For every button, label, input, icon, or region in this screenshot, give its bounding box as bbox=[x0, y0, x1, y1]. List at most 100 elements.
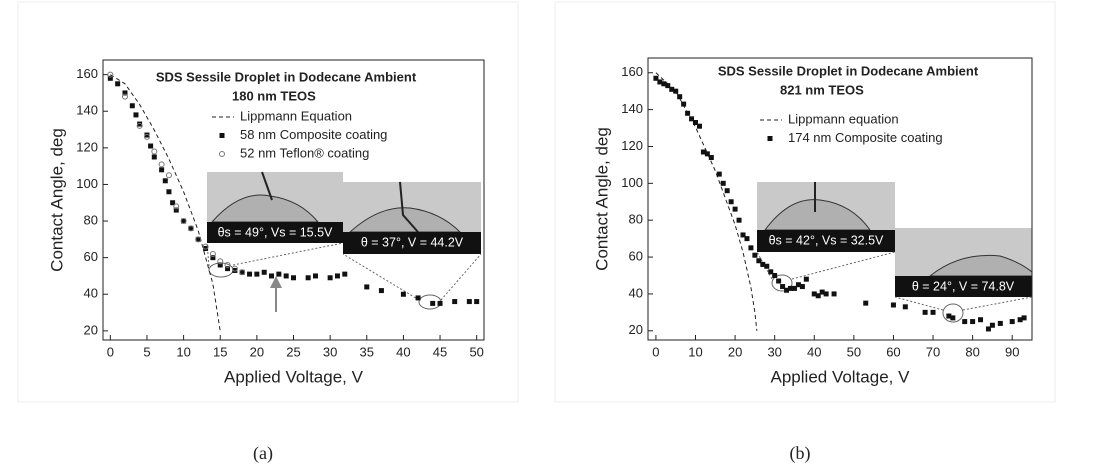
data-point bbox=[133, 112, 139, 118]
data-point bbox=[148, 143, 154, 149]
data-point bbox=[768, 269, 774, 275]
data-point bbox=[143, 133, 150, 140]
data-point bbox=[209, 250, 216, 257]
data-point bbox=[689, 116, 695, 122]
data-point bbox=[334, 273, 340, 279]
data-point bbox=[159, 167, 165, 173]
data-point bbox=[305, 275, 311, 281]
data-point bbox=[173, 203, 180, 210]
data-point bbox=[950, 315, 956, 321]
x-tick-label: 25 bbox=[286, 344, 300, 359]
legend-label: 58 nm Composite coating bbox=[240, 127, 387, 142]
data-point bbox=[823, 291, 829, 297]
data-point bbox=[247, 271, 253, 277]
data-point bbox=[922, 309, 928, 315]
data-point bbox=[430, 300, 436, 306]
data-point bbox=[708, 155, 714, 161]
caption: (a) bbox=[253, 443, 273, 464]
chart-subtitle: 180 nm TEOS bbox=[232, 88, 316, 103]
data-point bbox=[985, 326, 991, 332]
data-point bbox=[151, 148, 158, 155]
y-tick-label: 120 bbox=[621, 138, 643, 153]
legend-label: Lippmann equation bbox=[788, 111, 899, 126]
data-point bbox=[181, 218, 187, 224]
data-point bbox=[791, 285, 797, 291]
data-point bbox=[187, 225, 194, 232]
y-tick-label: 80 bbox=[84, 212, 98, 227]
data-point bbox=[724, 188, 730, 194]
data-point bbox=[978, 317, 984, 323]
data-point bbox=[700, 149, 706, 155]
data-point bbox=[327, 275, 333, 281]
data-point bbox=[129, 103, 135, 109]
data-point bbox=[665, 83, 671, 89]
y-tick-label: 40 bbox=[84, 286, 98, 301]
data-point bbox=[677, 94, 683, 100]
data-point bbox=[788, 285, 794, 291]
x-axis-label: Applied Voltage, V bbox=[771, 367, 911, 386]
data-point bbox=[121, 93, 128, 100]
lippmann-curve bbox=[655, 72, 758, 331]
lippmann-curve bbox=[110, 74, 221, 332]
pointer-arrow bbox=[270, 276, 282, 312]
data-point bbox=[195, 236, 201, 242]
data-point bbox=[437, 300, 443, 306]
x-tick-label: 40 bbox=[396, 344, 410, 359]
y-tick-label: 160 bbox=[621, 64, 643, 79]
data-point bbox=[115, 81, 121, 87]
data-point bbox=[400, 291, 406, 297]
x-tick-label: 60 bbox=[886, 344, 900, 359]
chart-title: SDS Sessile Droplet in Dodecane Ambient bbox=[156, 69, 417, 84]
x-tick-label: 90 bbox=[1005, 344, 1019, 359]
data-point bbox=[1017, 317, 1023, 323]
data-point bbox=[276, 271, 282, 277]
x-tick-label: 80 bbox=[965, 344, 979, 359]
chart-title: SDS Sessile Droplet in Dodecane Ambient bbox=[718, 63, 979, 78]
data-point bbox=[831, 291, 837, 297]
data-point bbox=[902, 304, 908, 310]
data-point bbox=[225, 266, 231, 272]
y-axis-label: Contact Angle, deg bbox=[47, 128, 66, 272]
data-point bbox=[970, 319, 976, 325]
data-point bbox=[162, 178, 168, 184]
legend-swatch bbox=[767, 136, 773, 141]
data-point bbox=[685, 110, 691, 116]
y-tick-label: 60 bbox=[84, 249, 98, 264]
x-tick-label: 30 bbox=[323, 344, 337, 359]
data-point bbox=[760, 261, 766, 267]
x-tick-label: 35 bbox=[360, 344, 374, 359]
legend-label: Lippmann Equation bbox=[240, 108, 352, 123]
data-point bbox=[261, 269, 267, 275]
chart-subtitle: 821 nm TEOS bbox=[780, 82, 864, 97]
data-point bbox=[784, 287, 790, 293]
legend-label: 52 nm Teflon® coating bbox=[240, 145, 369, 160]
data-point bbox=[195, 236, 202, 243]
data-point bbox=[217, 258, 224, 265]
x-tick-label: 70 bbox=[926, 344, 940, 359]
legend-swatch bbox=[219, 151, 225, 157]
y-tick-label: 20 bbox=[84, 322, 98, 337]
y-tick-label: 140 bbox=[621, 101, 643, 116]
data-point bbox=[180, 218, 187, 225]
x-tick-label: 20 bbox=[728, 344, 742, 359]
data-point bbox=[378, 288, 384, 294]
data-point bbox=[780, 284, 786, 290]
data-point bbox=[239, 269, 246, 276]
data-point bbox=[224, 261, 231, 268]
data-point bbox=[217, 262, 223, 268]
data-point bbox=[764, 263, 770, 269]
data-point bbox=[740, 232, 746, 238]
data-point bbox=[107, 75, 113, 81]
data-point bbox=[681, 101, 687, 107]
data-point bbox=[269, 273, 275, 279]
y-tick-label: 160 bbox=[76, 66, 98, 81]
data-point bbox=[863, 300, 869, 306]
data-point bbox=[946, 313, 952, 319]
y-tick-label: 100 bbox=[621, 175, 643, 190]
data-point bbox=[736, 217, 742, 223]
plot-area bbox=[647, 57, 1033, 341]
data-point bbox=[673, 88, 679, 94]
data-point bbox=[342, 271, 348, 277]
data-point bbox=[720, 180, 726, 186]
